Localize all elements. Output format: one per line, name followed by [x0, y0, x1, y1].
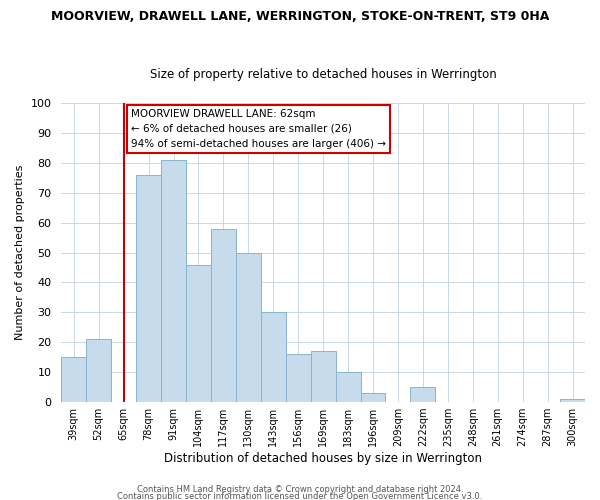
Bar	[86, 340, 111, 402]
Bar	[236, 252, 261, 402]
Bar	[161, 160, 186, 402]
X-axis label: Distribution of detached houses by size in Werrington: Distribution of detached houses by size …	[164, 452, 482, 465]
Bar	[186, 264, 211, 402]
Bar	[136, 175, 161, 402]
Text: MOORVIEW DRAWELL LANE: 62sqm
← 6% of detached houses are smaller (26)
94% of sem: MOORVIEW DRAWELL LANE: 62sqm ← 6% of det…	[131, 109, 386, 148]
Bar	[261, 312, 286, 402]
Bar	[335, 372, 361, 402]
Bar	[361, 393, 385, 402]
Bar	[410, 387, 436, 402]
Text: Contains public sector information licensed under the Open Government Licence v3: Contains public sector information licen…	[118, 492, 482, 500]
Title: Size of property relative to detached houses in Werrington: Size of property relative to detached ho…	[150, 68, 497, 81]
Bar	[560, 399, 585, 402]
Y-axis label: Number of detached properties: Number of detached properties	[15, 165, 25, 340]
Text: MOORVIEW, DRAWELL LANE, WERRINGTON, STOKE-ON-TRENT, ST9 0HA: MOORVIEW, DRAWELL LANE, WERRINGTON, STOK…	[51, 10, 549, 23]
Bar	[211, 228, 236, 402]
Bar	[311, 351, 335, 402]
Bar	[61, 357, 86, 402]
Bar	[286, 354, 311, 402]
Text: Contains HM Land Registry data © Crown copyright and database right 2024.: Contains HM Land Registry data © Crown c…	[137, 485, 463, 494]
